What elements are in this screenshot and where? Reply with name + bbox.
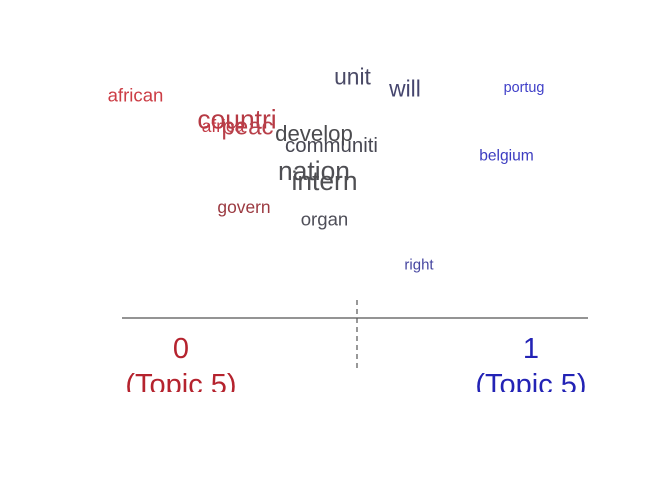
- word-unit: unit: [334, 63, 371, 89]
- word-africa: africa: [202, 116, 245, 136]
- word-peac: peac: [221, 114, 273, 141]
- word-nation: nation: [278, 156, 350, 186]
- word-portug: portug: [504, 80, 545, 96]
- word-countri: countri: [197, 105, 276, 135]
- word-govern: govern: [217, 197, 270, 217]
- word-right: right: [404, 256, 434, 273]
- word-intern: intern: [291, 166, 357, 196]
- word-african: african: [108, 85, 164, 106]
- left-end-value: 0: [173, 333, 189, 365]
- right-end-topic: (Topic 5): [475, 369, 586, 401]
- word-will: will: [388, 76, 421, 102]
- word-organ: organ: [301, 208, 349, 229]
- word-develop: develop: [275, 121, 353, 146]
- left-end-topic: (Topic 5): [125, 369, 236, 401]
- right-end-value: 1: [523, 333, 539, 365]
- word-belgium: belgium: [479, 147, 534, 164]
- word-communiti: communiti: [285, 135, 378, 157]
